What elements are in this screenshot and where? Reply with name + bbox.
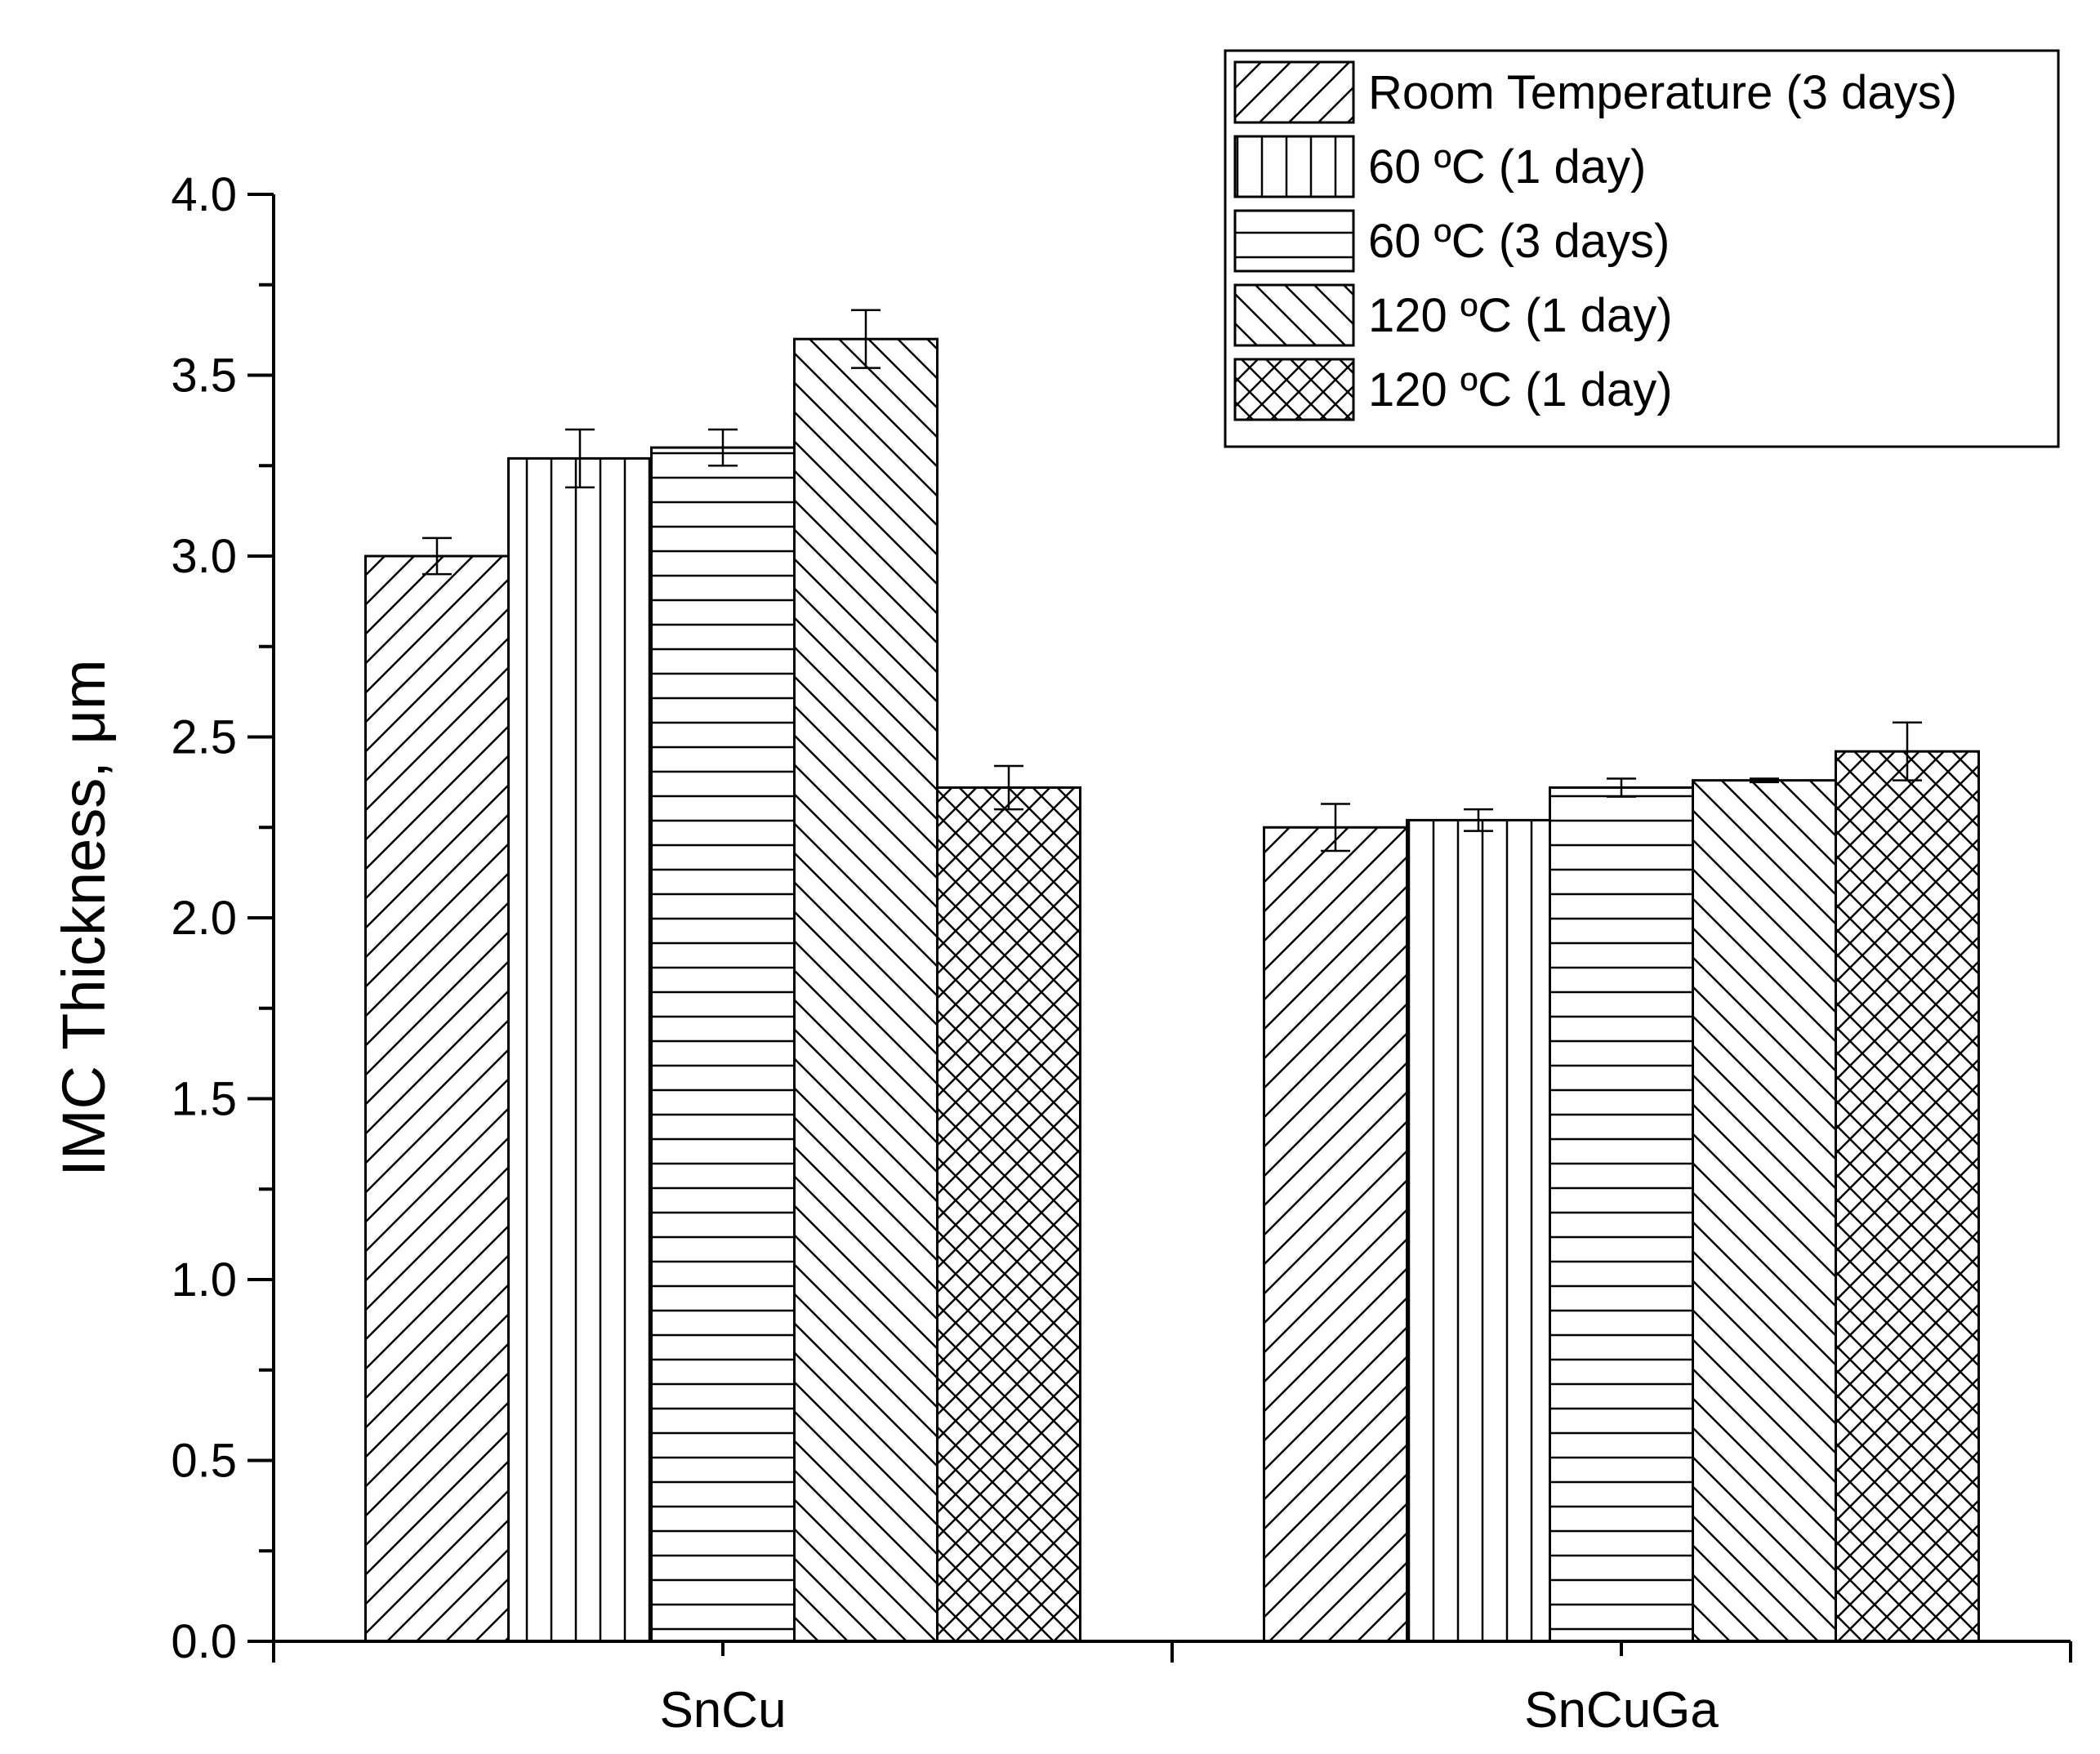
legend-swatch-series-2 [1233,135,1355,198]
error-bar-sncuga-series-1 [1321,803,1350,853]
legend-box [1224,49,2060,448]
y-tick-label: 2.5 [171,711,237,764]
legend-swatch-series-5 [1233,358,1355,421]
bar-sncuga-series-3 [1549,786,1694,1643]
bar-sncuga-series-4 [1692,779,1837,1643]
error-bar-sncuga-series-4 [1750,777,1779,784]
error-bar-sncu-series-5 [994,764,1023,811]
error-bar-sncuga-series-2 [1464,808,1493,832]
legend-swatch-series-3 [1233,209,1355,273]
legend-swatch-series-4 [1233,283,1355,347]
bar-sncuga-series-1 [1263,826,1408,1643]
legend: Room Temperature (3 days) 60 ºC (1 day) 60… [1224,49,2060,448]
y-tick-label: 3.0 [171,530,237,583]
bar-sncu-series-1 [364,554,510,1643]
y-tick-label: 1.5 [171,1073,237,1126]
error-bar-sncu-series-3 [708,428,738,467]
error-bar-sncu-series-2 [565,428,595,489]
x-category-label: SnCu [659,1682,786,1738]
error-bar-sncuga-series-5 [1893,721,1922,781]
legend-label-series-5: 120 ºC (1 day) [1368,363,1673,416]
legend-label-series-3: 60 ºC (3 days) [1368,215,1670,268]
legend-swatch-series-1 [1233,60,1355,124]
bar-sncu-series-3 [650,446,796,1643]
error-bar-sncu-series-1 [422,536,452,576]
y-axis-title: IMC Thickness, μm [50,659,118,1176]
legend-label-series-2: 60 ºC (1 day) [1368,140,1646,194]
y-tick-label: 1.0 [171,1253,237,1307]
bar-sncu-series-4 [793,337,939,1643]
y-tick-label: 4.0 [171,168,237,221]
legend-label-series-4: 120 ºC (1 day) [1368,289,1673,342]
y-tick-label: 3.5 [171,349,237,403]
bar-sncuga-series-2 [1406,818,1551,1643]
y-tick-label: 0.0 [171,1615,237,1668]
bar-sncu-series-2 [507,456,653,1643]
bar-sncuga-series-5 [1835,750,1980,1643]
x-category-label: SnCuGa [1524,1682,1719,1738]
bar-sncu-series-5 [936,786,1081,1643]
legend-label-series-1: Room Temperature (3 days) [1368,66,1957,119]
error-bar-sncu-series-4 [851,309,881,369]
y-tick-label: 2.0 [171,892,237,945]
error-bar-sncuga-series-3 [1607,777,1636,798]
y-tick-label: 0.5 [171,1435,237,1488]
